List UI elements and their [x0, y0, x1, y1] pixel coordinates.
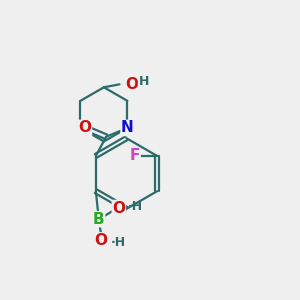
Text: F: F — [130, 148, 140, 164]
Text: B: B — [93, 212, 105, 227]
Text: ·H: ·H — [111, 236, 126, 249]
Text: ·H: ·H — [128, 200, 143, 213]
Text: H: H — [139, 76, 149, 88]
Text: O: O — [112, 200, 125, 215]
Text: O: O — [94, 233, 108, 248]
Text: N: N — [121, 120, 134, 135]
Text: O: O — [125, 77, 138, 92]
Text: O: O — [79, 120, 92, 135]
